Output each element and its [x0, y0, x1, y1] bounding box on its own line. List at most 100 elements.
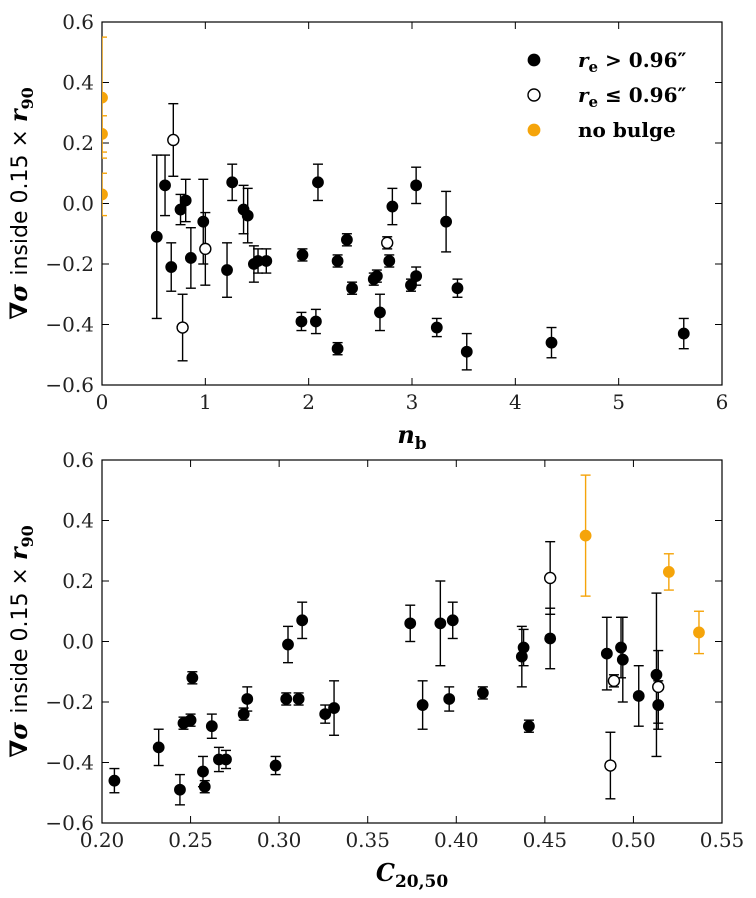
data-point-filled	[460, 345, 473, 358]
data-point-filled	[346, 282, 358, 295]
x-tick-label: 0.30	[257, 828, 302, 852]
data-point-filled	[404, 617, 417, 630]
data-point-filled	[165, 261, 178, 273]
data-point-filled	[677, 327, 690, 340]
data-point-filled	[615, 641, 627, 654]
data-point-open	[604, 759, 617, 772]
x-tick-label: 6	[716, 390, 729, 414]
legend-label: re > 0.96″	[578, 48, 686, 76]
data-point-no-bulge	[102, 91, 108, 104]
data-point-filled	[226, 176, 239, 189]
x-tick-label: 0.20	[80, 828, 125, 852]
data-point-open	[381, 236, 394, 250]
x-tick-label: 0.55	[700, 828, 745, 852]
data-point-no-bulge	[693, 626, 705, 639]
data-point-filled	[434, 617, 447, 630]
y-tick-label: −0.2	[45, 252, 94, 276]
data-point-filled	[328, 702, 340, 714]
data-point-open	[176, 321, 189, 334]
y-tick-label: 0.6	[62, 10, 94, 34]
y-tick-label: 0.6	[62, 448, 94, 472]
legend: re > 0.96″ re ≤ 0.96″ no bulge	[527, 48, 686, 142]
x-tick-label: 0.50	[611, 828, 656, 852]
data-point-filled	[152, 741, 165, 754]
y-tick-label: 0.2	[62, 569, 94, 593]
legend-label: re ≤ 0.96″	[578, 83, 686, 111]
data-point-filled	[184, 252, 197, 264]
data-point-filled	[416, 699, 429, 711]
data-point-filled	[312, 176, 324, 189]
x-tick-label: 0.25	[168, 828, 213, 852]
data-point-open	[167, 133, 180, 147]
data-point-filled	[545, 336, 558, 349]
y-tick-label: 0.4	[62, 509, 94, 533]
chart-panel-bottom: 0.20 0.25 0.30 0.35 0.40 0.45 0.50 0.55 −0.6 −0.4…	[4, 448, 744, 892]
x-tick-label: 0.45	[523, 828, 568, 852]
data-point-filled	[296, 614, 309, 627]
x-axis-label: nb	[397, 420, 426, 454]
y-tick-label: 0.0	[62, 630, 94, 654]
data-point-filled	[370, 270, 383, 283]
data-point-filled	[430, 321, 443, 334]
data-point-filled	[523, 720, 535, 733]
data-point-filled	[443, 693, 456, 705]
series-r-e-0-96-	[108, 580, 665, 806]
x-tick-label: 3	[406, 390, 419, 414]
data-point-filled	[186, 671, 199, 684]
data-point-filled	[280, 693, 293, 705]
data-point-filled	[295, 315, 308, 328]
legend-label: no bulge	[578, 118, 676, 142]
data-point-filled	[517, 641, 530, 654]
data-point-filled	[331, 342, 344, 355]
points-layer	[108, 474, 705, 806]
legend-marker	[527, 123, 541, 137]
data-point-filled	[150, 230, 163, 243]
y-tick-label: 0.2	[62, 131, 94, 155]
data-point-open	[607, 674, 621, 688]
data-point-filled	[410, 270, 423, 283]
data-point-filled	[440, 215, 453, 228]
data-point-filled	[197, 765, 209, 778]
data-point-filled	[650, 668, 663, 681]
y-axis-label: ∇σ inside 0.15 × r90	[4, 525, 37, 758]
data-point-filled	[451, 282, 464, 295]
data-point-filled	[292, 693, 305, 705]
data-point-no-bulge	[102, 128, 108, 140]
data-point-filled	[386, 200, 399, 213]
data-point-filled	[241, 209, 254, 222]
data-point-filled	[632, 690, 645, 702]
data-point-filled	[184, 714, 197, 727]
data-point-no-bulge	[662, 566, 675, 578]
data-point-filled	[340, 233, 353, 246]
x-axis-label: C20,50	[376, 858, 449, 892]
y-tick-label: 0.0	[62, 192, 94, 216]
series-r-e-0-96-	[150, 154, 690, 371]
x-tick-label: 5	[612, 390, 625, 414]
data-point-filled	[241, 693, 254, 705]
data-point-filled	[446, 614, 459, 627]
y-tick-label: −0.4	[45, 313, 94, 337]
series-r-e-0-96-	[167, 102, 394, 362]
y-tick-label: −0.6	[45, 373, 94, 397]
legend-marker	[527, 88, 541, 102]
data-point-no-bulge	[102, 188, 108, 201]
data-point-filled	[269, 759, 282, 772]
data-point-filled	[221, 264, 233, 276]
series-r-e-0-96-	[543, 540, 665, 800]
data-point-open	[199, 242, 212, 256]
data-point-filled	[616, 653, 629, 666]
legend-marker	[527, 53, 541, 67]
data-point-filled	[331, 255, 344, 267]
series-no-bulge	[579, 474, 705, 655]
x-tick-label: 2	[302, 390, 315, 414]
x-tick-label: 0.40	[434, 828, 479, 852]
data-point-filled	[159, 179, 171, 192]
data-point-filled	[260, 255, 273, 267]
data-point-filled	[319, 708, 332, 720]
data-point-filled	[600, 647, 613, 660]
data-point-no-bulge	[579, 529, 592, 542]
y-tick-label: −0.4	[45, 751, 94, 775]
data-point-filled	[198, 780, 211, 793]
data-point-filled	[282, 638, 294, 651]
